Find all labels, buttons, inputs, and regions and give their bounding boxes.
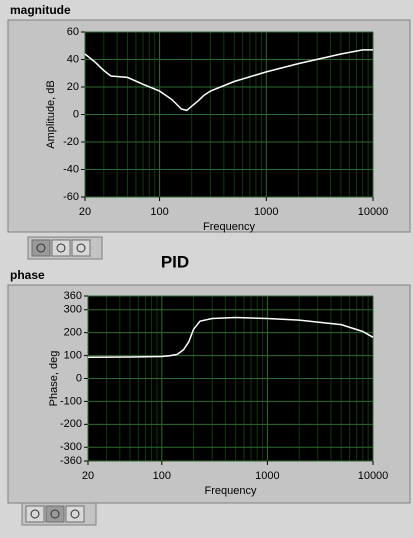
tool-button[interactable] bbox=[25, 505, 45, 523]
tool-button-face bbox=[71, 239, 91, 257]
y-axis-label: Amplitude, dB bbox=[45, 80, 57, 148]
tool-icon bbox=[70, 509, 80, 519]
tool-button-face bbox=[31, 239, 51, 257]
y-tick-label: 40 bbox=[67, 53, 79, 65]
y-tick-label: 300 bbox=[64, 304, 82, 316]
tool-button[interactable] bbox=[71, 239, 91, 257]
y-tick-label: -100 bbox=[60, 395, 82, 407]
tool-button[interactable] bbox=[31, 239, 51, 257]
y-tick-label: 0 bbox=[76, 372, 82, 384]
curve bbox=[84, 49, 373, 112]
x-tick-label: 10000 bbox=[358, 206, 389, 218]
y-tick-label: 60 bbox=[67, 26, 79, 38]
tool-icon bbox=[76, 243, 86, 253]
tool-button-face bbox=[45, 505, 65, 523]
y-tick-label: 100 bbox=[64, 349, 82, 361]
y-tick-label: -40 bbox=[63, 163, 79, 175]
tool-icon bbox=[50, 509, 60, 519]
x-axis-label: Frequency bbox=[203, 221, 255, 233]
y-tick-label: 360 bbox=[64, 290, 82, 302]
x-tick-label: 20 bbox=[79, 206, 91, 218]
y-tick-label: -300 bbox=[60, 441, 82, 453]
y-tick-label: -200 bbox=[60, 418, 82, 430]
tool-button-face bbox=[65, 505, 85, 523]
y-tick-label: 20 bbox=[67, 81, 79, 93]
y-tick-label: 0 bbox=[73, 108, 79, 120]
x-tick-label: 100 bbox=[153, 470, 171, 482]
x-tick-label: 10000 bbox=[358, 470, 389, 482]
x-tick-label: 1000 bbox=[254, 206, 278, 218]
pid-label: PID bbox=[161, 252, 189, 271]
x-axis-label: Frequency bbox=[205, 485, 257, 497]
tool-icon bbox=[56, 243, 66, 253]
tool-icon bbox=[36, 243, 46, 253]
tool-button[interactable] bbox=[65, 505, 85, 523]
y-tick-label: 200 bbox=[64, 327, 82, 339]
chart-title: phase bbox=[10, 268, 45, 282]
tool-button-face bbox=[51, 239, 71, 257]
chart-title: magnitude bbox=[10, 3, 71, 17]
x-tick-label: 1000 bbox=[255, 470, 279, 482]
curve bbox=[87, 316, 374, 358]
x-tick-label: 100 bbox=[150, 206, 168, 218]
tool-icon bbox=[30, 509, 40, 519]
tool-button[interactable] bbox=[45, 505, 65, 523]
y-axis-label: Phase, deg bbox=[48, 351, 60, 407]
tool-button-face bbox=[25, 505, 45, 523]
y-tick-label: -20 bbox=[63, 136, 79, 148]
x-tick-label: 20 bbox=[82, 470, 94, 482]
y-tick-label: -60 bbox=[63, 191, 79, 203]
y-tick-label: -360 bbox=[60, 455, 82, 467]
tool-button[interactable] bbox=[51, 239, 71, 257]
